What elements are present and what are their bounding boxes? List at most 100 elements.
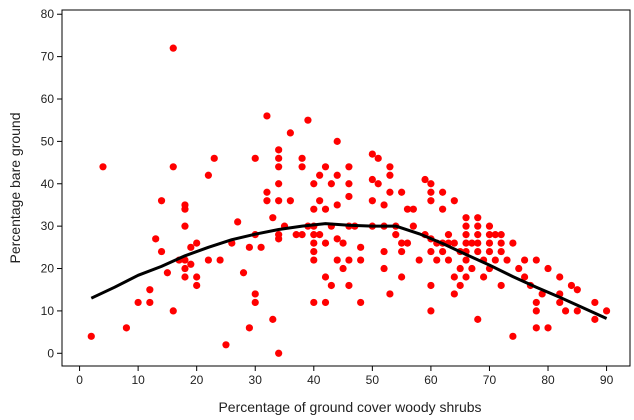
data-point xyxy=(532,307,540,315)
data-point xyxy=(275,146,283,154)
x-tick-label: 10 xyxy=(131,373,145,387)
data-point xyxy=(474,222,482,230)
data-point xyxy=(450,239,458,247)
axes: 0 10 20 30 40 50 60 70 80 90 0 10 20 30 40 50 60 70 80 xyxy=(41,7,614,387)
data-point xyxy=(497,231,505,239)
data-point xyxy=(251,298,259,307)
data-point xyxy=(485,239,494,247)
data-point xyxy=(439,247,447,256)
x-tick-label: 50 xyxy=(366,373,380,387)
y-tick-label: 70 xyxy=(41,50,55,64)
data-point xyxy=(146,286,154,294)
data-point xyxy=(286,129,294,137)
data-point xyxy=(573,307,581,315)
data-point xyxy=(409,222,417,230)
data-point xyxy=(275,235,283,243)
data-point xyxy=(321,239,330,247)
data-point xyxy=(345,281,353,290)
data-points xyxy=(87,44,611,357)
data-point xyxy=(503,256,511,264)
data-point xyxy=(298,154,306,162)
y-tick-label: 80 xyxy=(41,7,55,21)
data-point xyxy=(462,256,470,264)
data-point xyxy=(456,281,464,290)
x-tick-label: 20 xyxy=(190,373,204,387)
data-point xyxy=(439,188,447,196)
data-point xyxy=(509,332,517,340)
data-point xyxy=(122,324,131,332)
data-point xyxy=(386,188,394,196)
data-point xyxy=(386,163,394,171)
data-point xyxy=(310,256,318,264)
data-point xyxy=(392,231,400,239)
data-point xyxy=(357,256,365,264)
data-point xyxy=(462,214,470,222)
data-point xyxy=(321,205,330,213)
data-point xyxy=(251,290,259,298)
data-point xyxy=(298,231,306,239)
data-point xyxy=(321,298,330,307)
data-point xyxy=(87,332,95,340)
data-point xyxy=(310,239,318,247)
data-point xyxy=(374,154,382,162)
data-point xyxy=(532,256,540,264)
data-point xyxy=(321,273,330,281)
data-point xyxy=(509,239,517,247)
data-point xyxy=(450,290,458,298)
data-point xyxy=(316,197,324,205)
data-point xyxy=(497,247,505,256)
data-point xyxy=(409,205,417,213)
x-tick-label: 80 xyxy=(541,373,555,387)
data-point xyxy=(193,239,201,247)
data-point xyxy=(427,197,435,205)
data-point xyxy=(415,256,423,264)
x-tick-label: 30 xyxy=(249,373,263,387)
y-tick-label: 20 xyxy=(41,262,55,276)
plot-frame xyxy=(61,9,631,367)
data-point xyxy=(439,205,447,213)
data-point xyxy=(573,286,581,294)
data-point xyxy=(474,231,482,239)
y-tick-label: 60 xyxy=(41,92,55,106)
data-point xyxy=(468,264,476,273)
data-point xyxy=(386,290,394,298)
data-point xyxy=(310,205,318,213)
data-point xyxy=(403,239,412,247)
trend-curve xyxy=(90,222,608,320)
data-point xyxy=(345,192,353,201)
x-axis-label: Percentage of ground cover woody shrubs xyxy=(218,399,481,415)
data-point xyxy=(462,273,470,281)
data-point xyxy=(321,163,330,171)
data-point xyxy=(427,281,435,290)
data-point xyxy=(187,260,195,268)
data-point xyxy=(345,256,353,264)
x-tick-label: 40 xyxy=(307,373,321,387)
data-point xyxy=(427,188,435,196)
data-point xyxy=(245,243,253,251)
data-point xyxy=(169,163,177,171)
data-point xyxy=(275,197,283,205)
data-point xyxy=(310,247,318,256)
data-point xyxy=(567,281,576,290)
data-point xyxy=(485,222,494,230)
data-point xyxy=(181,222,189,230)
data-point xyxy=(427,180,435,188)
data-point xyxy=(333,235,341,243)
data-point xyxy=(134,298,142,307)
data-point xyxy=(421,175,429,184)
data-point xyxy=(386,171,394,179)
data-point xyxy=(310,231,318,239)
data-point xyxy=(444,256,453,264)
data-point xyxy=(520,256,529,264)
data-point xyxy=(181,273,189,281)
data-point xyxy=(468,239,476,247)
data-point xyxy=(345,180,353,188)
data-point xyxy=(304,116,312,124)
data-point xyxy=(485,231,494,239)
data-point xyxy=(380,201,388,209)
data-point xyxy=(474,214,482,222)
x-tick-label: 70 xyxy=(483,373,497,387)
data-point xyxy=(187,243,195,251)
data-point xyxy=(491,231,499,239)
